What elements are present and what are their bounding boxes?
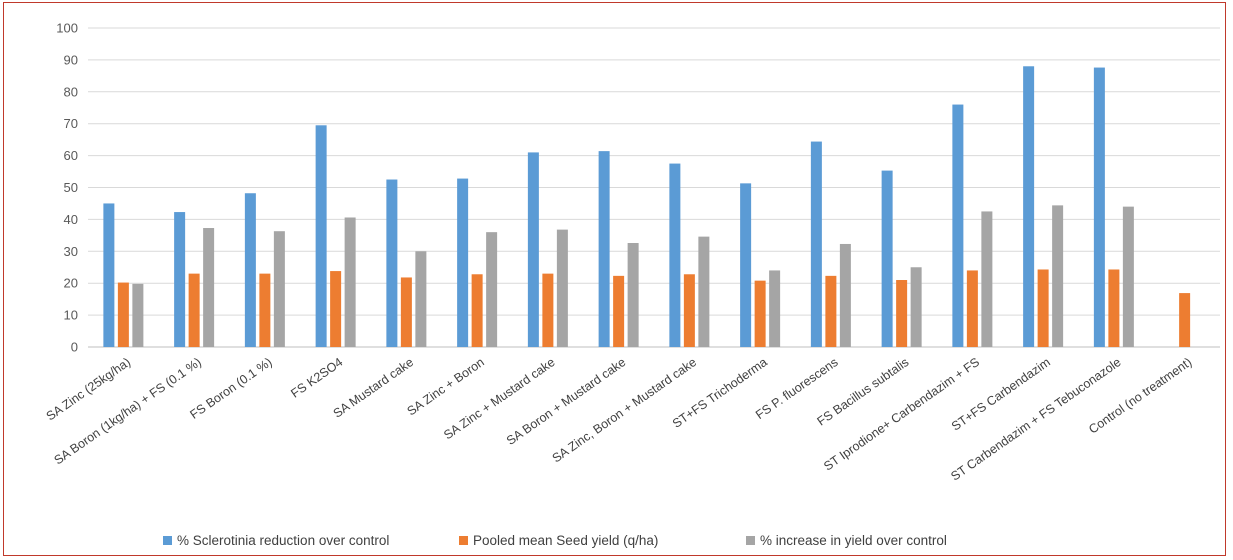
bar-series-3 bbox=[415, 251, 427, 347]
y-axis-ticks: 0 10 20 30 40 50 60 70 80 90 100 bbox=[56, 21, 78, 355]
bar-series-1 bbox=[881, 170, 893, 347]
y-tick-label: 60 bbox=[64, 148, 78, 163]
chart-frame bbox=[3, 2, 1226, 556]
bar-series-2 bbox=[1179, 293, 1191, 347]
y-tick-label: 10 bbox=[64, 308, 78, 323]
bar-series-1 bbox=[740, 183, 752, 347]
bar-series-2 bbox=[471, 274, 483, 347]
legend-swatch bbox=[163, 536, 172, 545]
bar-series-2 bbox=[188, 273, 200, 347]
bar-series-1 bbox=[174, 212, 186, 347]
bar-series-1 bbox=[244, 193, 256, 347]
bar-series-1 bbox=[527, 152, 539, 347]
bar-series-2 bbox=[400, 277, 412, 347]
bar-series-2 bbox=[825, 275, 837, 347]
bar-series-2 bbox=[542, 273, 554, 347]
y-tick-label: 30 bbox=[64, 244, 78, 259]
legend-swatch bbox=[746, 536, 755, 545]
y-tick-label: 50 bbox=[64, 180, 78, 195]
bar-series-3 bbox=[769, 270, 781, 347]
bar-series-3 bbox=[1052, 205, 1064, 347]
bar-series-2 bbox=[966, 270, 978, 347]
x-category-label: SA Boron (1kg/ha) + FS (0.1 %) bbox=[52, 355, 204, 467]
bar-series-1 bbox=[103, 203, 115, 347]
bar-series-3 bbox=[839, 243, 851, 347]
bar-series-2 bbox=[754, 280, 766, 347]
bar-series-1 bbox=[952, 104, 964, 347]
bar-series-3 bbox=[132, 283, 144, 347]
gridlines bbox=[88, 27, 1220, 348]
bar-series-2 bbox=[330, 271, 342, 347]
bar-series-3 bbox=[556, 229, 568, 347]
bar-series-2 bbox=[896, 280, 908, 347]
legend-label: % Sclerotinia reduction over control bbox=[177, 533, 389, 548]
bar-series-3 bbox=[981, 211, 993, 347]
bar-series-1 bbox=[315, 125, 327, 347]
x-category-label: SA Zinc, Boron + Mustard cake bbox=[550, 355, 699, 466]
bar-series-1 bbox=[1023, 66, 1035, 347]
x-category-label: FS K2SO4 bbox=[288, 355, 345, 401]
legend: % Sclerotinia reduction over control Pool… bbox=[163, 533, 947, 548]
bar-series-3 bbox=[486, 232, 498, 347]
x-axis-labels: SA Zinc (25kg/ha)SA Boron (1kg/ha) + FS … bbox=[44, 355, 1195, 484]
bar-series-1 bbox=[1093, 67, 1105, 347]
bar-series-2 bbox=[1108, 269, 1120, 347]
legend-label: % increase in yield over control bbox=[760, 533, 947, 548]
bar-series-1 bbox=[598, 151, 610, 347]
bar-series-1 bbox=[810, 141, 822, 347]
y-tick-label: 80 bbox=[64, 84, 78, 99]
y-tick-label: 0 bbox=[71, 340, 78, 355]
bar-series-1 bbox=[669, 163, 681, 347]
bar-series-3 bbox=[1122, 206, 1134, 347]
bar-series-2 bbox=[117, 282, 129, 347]
bar-series-2 bbox=[613, 275, 625, 347]
legend-label: Pooled mean Seed yield (q/ha) bbox=[473, 533, 658, 548]
bar-series-1 bbox=[386, 179, 398, 347]
bar-series-2 bbox=[683, 274, 695, 347]
y-tick-label: 70 bbox=[64, 116, 78, 131]
y-tick-label: 20 bbox=[64, 276, 78, 291]
bar-series-1 bbox=[457, 178, 469, 347]
y-tick-label: 90 bbox=[64, 52, 78, 67]
bar-series-3 bbox=[273, 231, 285, 347]
bars bbox=[103, 66, 1191, 347]
bar-series-2 bbox=[259, 273, 271, 347]
bar-series-3 bbox=[698, 236, 710, 347]
x-category-label: SA Boron + Mustard cake bbox=[504, 355, 628, 448]
bar-series-3 bbox=[203, 228, 215, 347]
y-tick-label: 100 bbox=[56, 21, 78, 36]
bar-series-3 bbox=[344, 217, 356, 347]
bar-series-2 bbox=[1037, 269, 1049, 347]
bar-series-3 bbox=[627, 243, 639, 347]
bar-series-3 bbox=[910, 267, 922, 347]
y-tick-label: 40 bbox=[64, 212, 78, 227]
legend-swatch bbox=[459, 536, 468, 545]
